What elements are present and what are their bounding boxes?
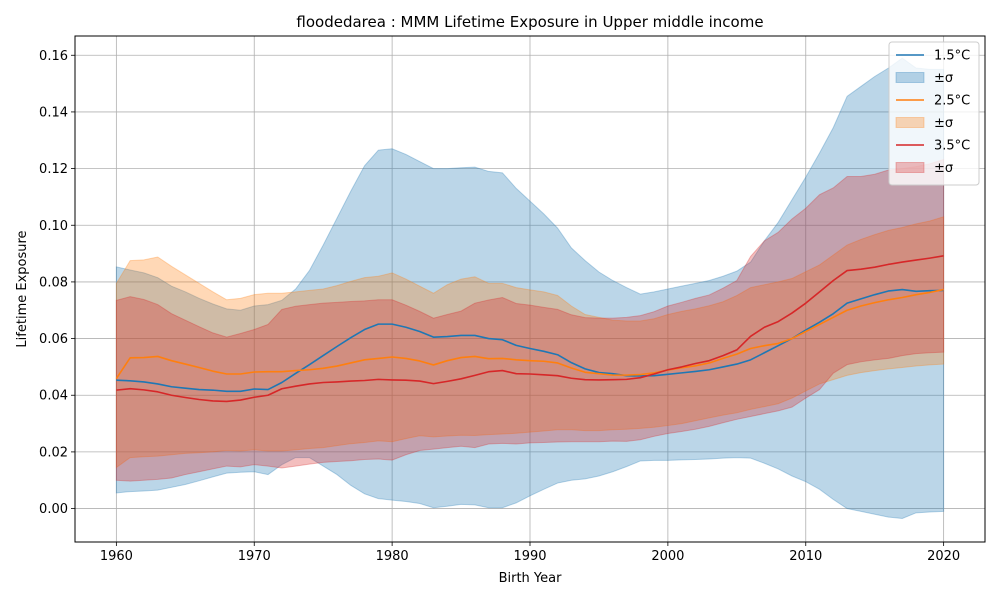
x-tick-label: 1990	[513, 549, 546, 564]
y-tick-label: 0.04	[39, 389, 68, 404]
y-axis-label: Lifetime Exposure	[15, 230, 30, 347]
x-tick-label: 1980	[376, 549, 409, 564]
legend-series-label: 3.5°C	[934, 139, 970, 154]
legend-band-swatch	[895, 162, 925, 173]
series-line-2	[116, 255, 944, 403]
grid	[75, 36, 985, 542]
y-tick-label: 0.06	[39, 332, 68, 347]
y-tick-label: 0.12	[39, 162, 68, 177]
legend: 1.5°C ±σ 2.5°C ±σ 3.5°C ±σ	[888, 41, 980, 186]
x-tick-label: 2010	[789, 549, 822, 564]
series-line-1	[115, 288, 944, 379]
chart-title: floodedarea : MMM Lifetime Exposure in U…	[296, 13, 763, 31]
y-tick-label: 0.00	[39, 502, 68, 517]
legend-band-swatch	[895, 72, 925, 83]
legend-band-label: ±σ	[934, 116, 953, 131]
x-tick-label: 2020	[927, 549, 960, 564]
legend-series-label: 1.5°C	[934, 49, 970, 64]
x-axis-label: Birth Year	[499, 571, 563, 586]
legend-series-label: 2.5°C	[934, 94, 970, 109]
x-tick-label: 2000	[651, 549, 684, 564]
y-tick-label: 0.02	[39, 445, 68, 460]
y-axis: 0.00 0.02 0.04 0.06 0.08 0.10 0.12 0.14 0.16	[39, 49, 75, 517]
y-tick-label: 0.16	[39, 49, 68, 64]
y-tick-label: 0.08	[39, 275, 68, 290]
lines	[115, 255, 944, 403]
x-axis: 1960 1970 1980 1990 2000 2010 2020	[100, 542, 960, 564]
y-tick-label: 0.14	[39, 105, 68, 120]
sigma-band-2	[115, 158, 945, 482]
legend-band-label: ±σ	[934, 161, 953, 176]
legend-box	[888, 41, 980, 186]
legend-band-swatch	[895, 117, 925, 128]
series-line-0	[116, 288, 944, 393]
sigma-band-1	[115, 216, 945, 469]
legend-band-label: ±σ	[934, 71, 953, 86]
y-tick-label: 0.10	[39, 219, 68, 234]
bands	[115, 57, 945, 519]
x-tick-label: 1960	[100, 549, 133, 564]
sigma-band-0	[115, 57, 945, 519]
x-tick-label: 1970	[238, 549, 271, 564]
